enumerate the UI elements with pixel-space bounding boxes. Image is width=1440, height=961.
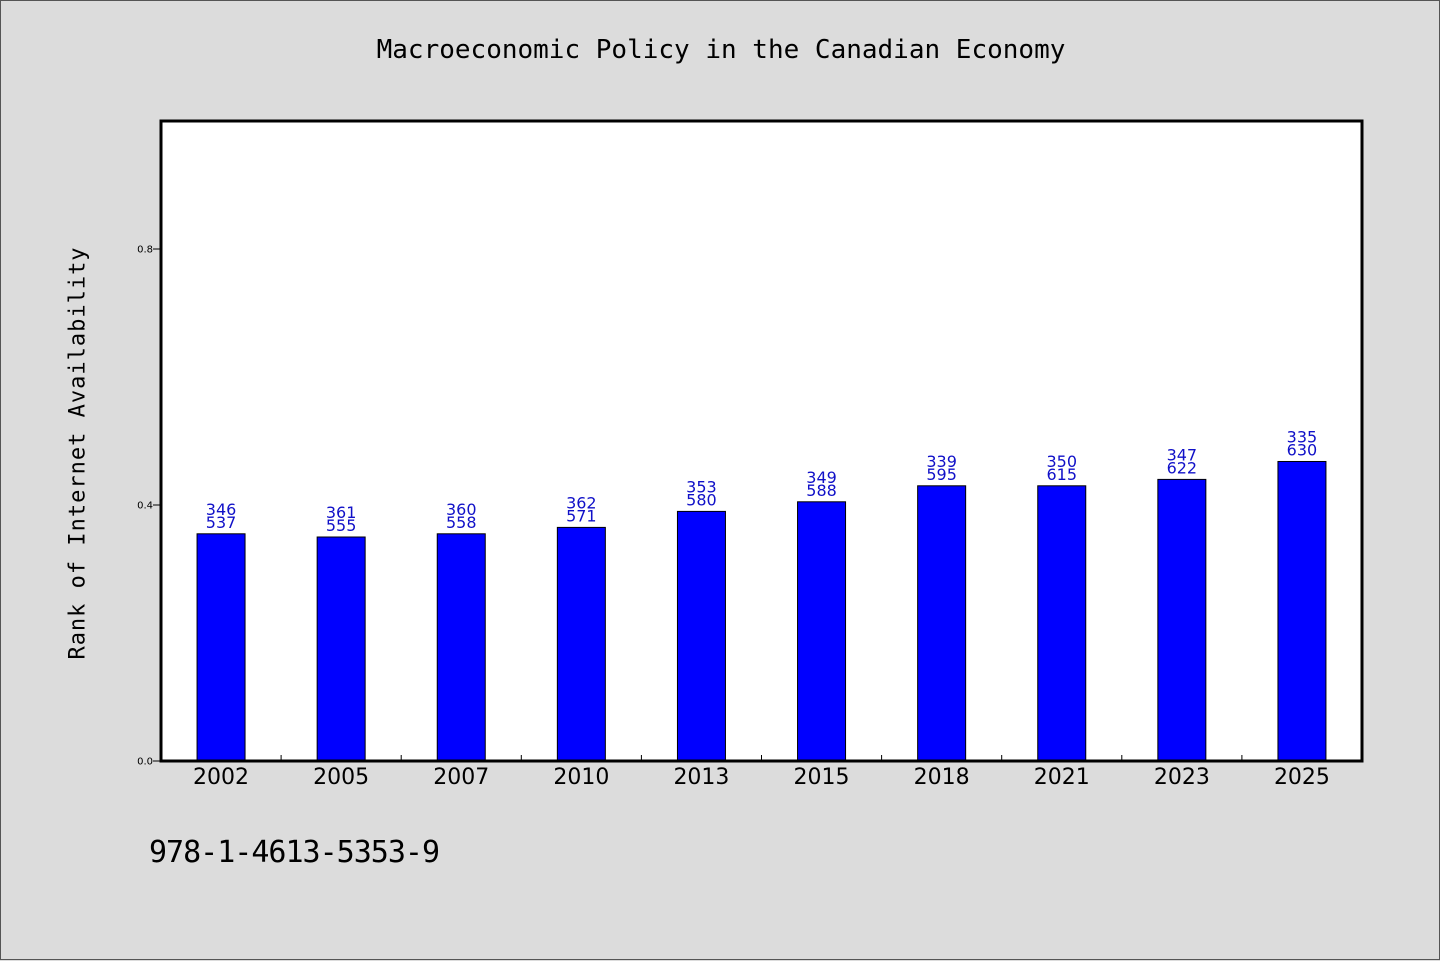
x-tick-label: 2021	[1034, 765, 1090, 790]
bar-data-label: 595	[926, 465, 957, 484]
footnote-isbn: 978-1-4613-5353-9	[149, 835, 440, 870]
bar-data-label: 335	[1287, 427, 1318, 446]
bar-data-label: 537	[206, 513, 237, 532]
bar-data-label: 588	[806, 481, 837, 500]
bar-data-label: 615	[1046, 465, 1077, 484]
x-tick-label: 2023	[1154, 765, 1210, 790]
x-tick-label: 2005	[313, 765, 369, 790]
x-tick-label: 2007	[433, 765, 489, 790]
bar-data-label: 347	[1167, 445, 1198, 464]
bar-data-label: 622	[1167, 458, 1198, 477]
bar-data-label: 339	[926, 452, 957, 471]
bar-data-label: 558	[446, 513, 477, 532]
bar-data-label: 360	[446, 500, 477, 519]
x-tick-label: 2018	[914, 765, 970, 790]
x-tick-label: 2010	[553, 765, 609, 790]
bar-data-label: 349	[806, 468, 837, 487]
bar	[436, 533, 486, 762]
bar	[316, 536, 366, 762]
bar-data-label: 555	[326, 516, 357, 535]
x-tick-label: 2002	[193, 765, 249, 790]
bar	[1037, 485, 1087, 762]
bar	[676, 510, 726, 762]
bar-data-label: 571	[566, 506, 597, 525]
bar-data-label: 580	[686, 490, 717, 509]
bar-data-label: 362	[566, 493, 597, 512]
bar	[556, 526, 606, 762]
y-tick-label: 0.8	[137, 245, 153, 256]
bar	[797, 501, 847, 762]
bar	[1157, 478, 1207, 762]
bar-data-label: 630	[1287, 440, 1318, 459]
bar-data-label: 353	[686, 477, 717, 496]
y-tick-label: 0.0	[137, 757, 153, 768]
x-tick-label: 2015	[794, 765, 850, 790]
bar-data-label: 346	[206, 500, 237, 519]
bar-data-label: 361	[326, 503, 357, 522]
bar-data-label: 350	[1046, 452, 1077, 471]
bar	[1277, 460, 1327, 762]
y-tick-label: 0.4	[137, 501, 153, 512]
bar	[196, 533, 246, 762]
bar	[917, 485, 967, 762]
plot-border	[159, 119, 1364, 763]
x-tick-label: 2025	[1274, 765, 1330, 790]
chart-title: Macroeconomic Policy in the Canadian Eco…	[376, 35, 1066, 65]
x-tick-label: 2013	[673, 765, 729, 790]
